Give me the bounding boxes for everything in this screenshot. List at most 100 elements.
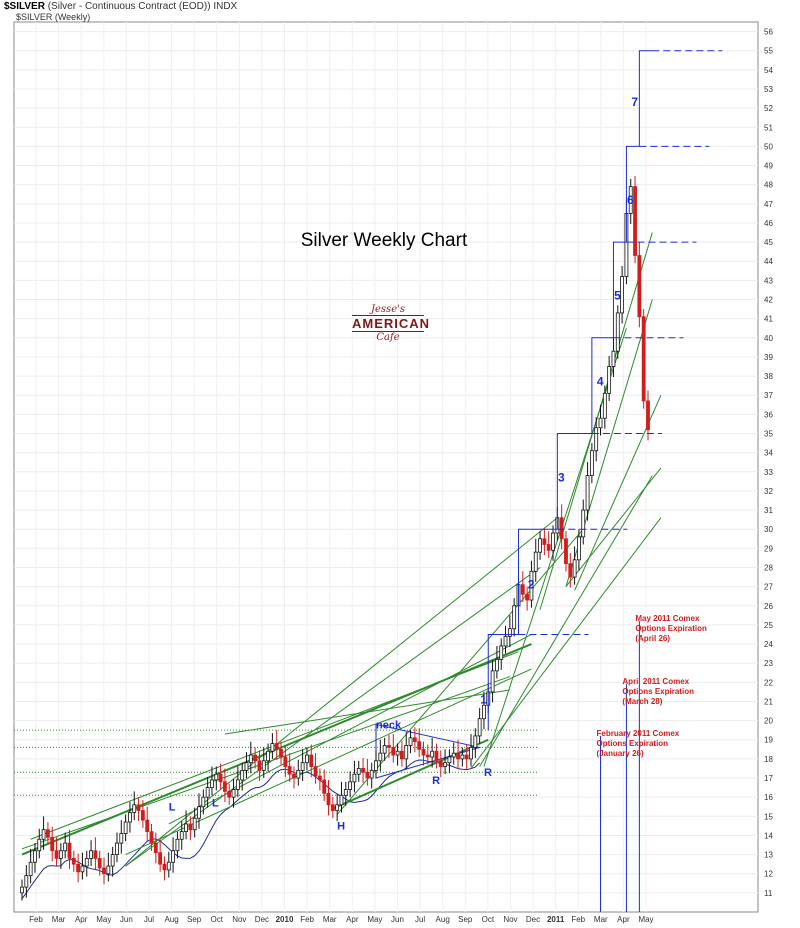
candle-body — [615, 312, 620, 352]
expiry-annotation: (April 26) — [635, 634, 670, 643]
legend-item: $SILVER (Weekly) — [16, 12, 91, 22]
candle-body — [296, 769, 301, 779]
exchange: INDX — [213, 1, 238, 12]
candle-body — [257, 760, 262, 771]
y-tick-label: 27 — [764, 583, 773, 592]
candle-body — [628, 186, 633, 214]
symbol: $SILVER — [4, 1, 45, 12]
x-tick-label: Apr — [75, 915, 88, 924]
candle-body — [464, 754, 469, 760]
count-label: 1 — [480, 692, 487, 706]
count-label: 6 — [627, 193, 634, 207]
x-tick-label: Mar — [52, 915, 66, 924]
candle-body — [235, 779, 240, 790]
trend-line — [483, 328, 627, 767]
candle-body — [361, 768, 365, 773]
y-tick-label: 45 — [764, 238, 773, 247]
candle-body — [106, 865, 111, 875]
x-tick-label: 2010 — [276, 915, 294, 924]
candle-body — [438, 760, 443, 767]
candle-body — [24, 875, 29, 888]
candle-body — [20, 886, 24, 894]
candle-body — [140, 810, 145, 821]
candle-body — [136, 804, 141, 811]
y-tick-label: 24 — [764, 640, 773, 649]
candle-body — [89, 850, 93, 859]
candle-body — [451, 752, 456, 758]
y-tick-label: 52 — [764, 104, 773, 113]
candle-body — [533, 551, 538, 572]
y-tick-label: 26 — [764, 602, 773, 611]
y-tick-label: 15 — [764, 812, 773, 821]
candle-body — [71, 858, 76, 865]
candle-body — [115, 842, 119, 855]
candle-body — [322, 779, 327, 794]
x-tick-label: Jun — [120, 915, 133, 924]
chart-title: Silver Weekly Chart — [301, 230, 468, 251]
candle-body — [218, 773, 223, 783]
candle-body — [145, 819, 150, 833]
y-tick-label: 37 — [764, 391, 773, 400]
y-tick-label: 21 — [764, 697, 773, 706]
x-tick-label: Apr — [617, 915, 630, 924]
candle-body — [149, 831, 154, 844]
y-tick-label: 23 — [764, 659, 773, 668]
x-tick-label: Feb — [571, 915, 585, 924]
y-tick-label: 47 — [764, 200, 773, 209]
candle-body — [598, 417, 603, 429]
candle-body — [348, 781, 353, 790]
candle-body — [529, 570, 534, 601]
candle-body — [58, 850, 63, 859]
y-tick-label: 32 — [764, 487, 773, 496]
candle-body — [352, 773, 357, 783]
candle-body — [499, 645, 504, 660]
chart-header: $SILVER (Silver - Continuous Contract (E… — [4, 2, 237, 12]
candle-body — [253, 754, 258, 762]
candle-body — [214, 773, 219, 781]
candle-body — [210, 779, 214, 788]
step-box — [517, 528, 558, 635]
candle-body — [175, 838, 180, 852]
candle-body — [28, 861, 33, 877]
y-tick-label: 18 — [764, 755, 773, 764]
candle-body — [128, 812, 132, 823]
candle-body — [503, 635, 508, 647]
candle-body — [568, 563, 573, 578]
x-tick-label: May — [367, 915, 382, 924]
candle-body — [356, 768, 361, 775]
candle-body — [382, 745, 387, 754]
y-tick-label: 34 — [764, 449, 773, 458]
candle-body — [374, 760, 378, 771]
candle-body — [564, 538, 568, 565]
step-box — [612, 241, 627, 338]
trend-line — [470, 517, 662, 769]
candle-body — [335, 804, 340, 811]
expiry-annotation: February 2011 Comex — [597, 729, 680, 738]
candle-body — [447, 756, 452, 764]
candle-body — [119, 833, 124, 844]
candle-body — [512, 605, 517, 630]
candle-body — [162, 863, 167, 871]
logo-line2: AMERICAN — [352, 315, 431, 332]
candle-body — [261, 760, 266, 771]
candle-body — [292, 773, 296, 779]
trend-line — [336, 528, 584, 815]
count-label: 5 — [614, 289, 621, 303]
y-tick-label: 28 — [764, 563, 773, 572]
y-tick-label: 13 — [764, 851, 773, 860]
expiry-annotation: April 2011 Comex — [622, 677, 689, 686]
candle-body — [248, 754, 253, 764]
candle-body — [326, 792, 331, 806]
candle-body — [54, 850, 59, 859]
x-tick-label: Jun — [391, 915, 404, 924]
candle-body — [589, 450, 594, 477]
candle-body — [412, 737, 417, 743]
count-label: 2 — [528, 578, 535, 592]
candle-body — [594, 427, 599, 452]
candle-body — [63, 842, 68, 852]
x-tick-label: Feb — [300, 915, 314, 924]
candle-body — [577, 536, 581, 561]
candle-body — [408, 737, 413, 746]
x-tick-label: Feb — [29, 915, 43, 924]
logo-line3: Cafe — [376, 332, 400, 343]
